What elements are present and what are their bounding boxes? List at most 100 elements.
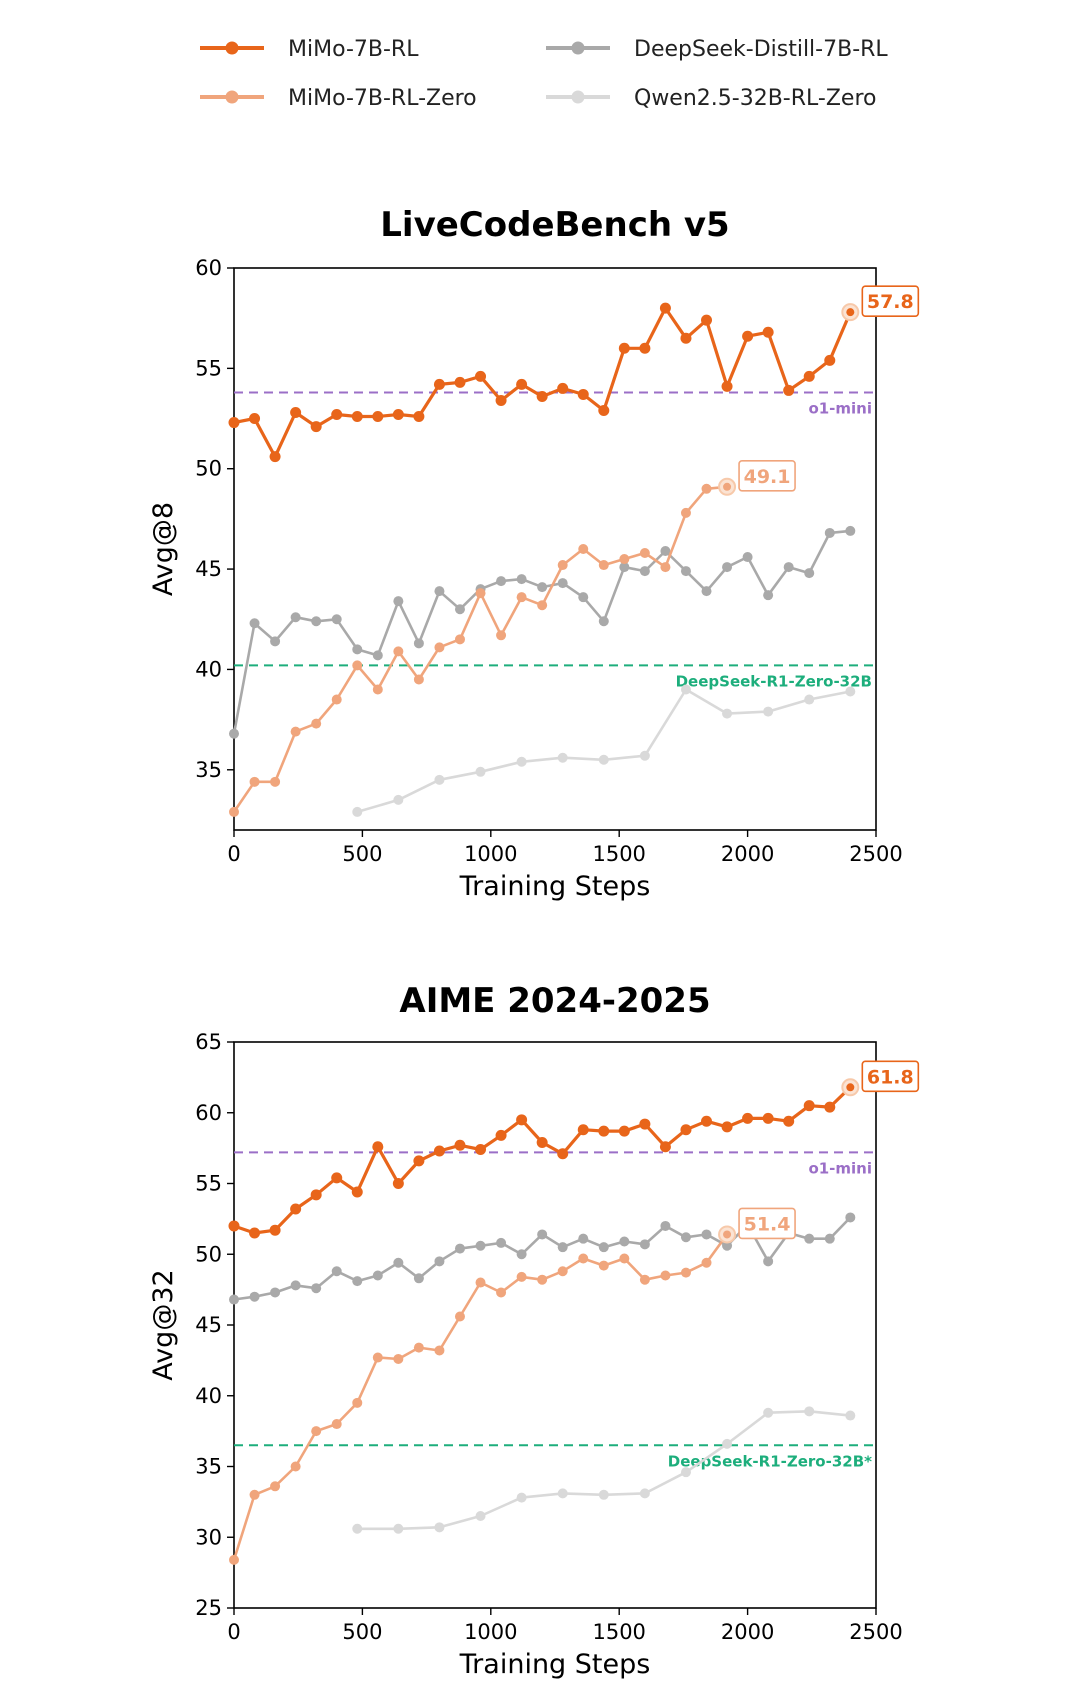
- data-point: [680, 1267, 691, 1278]
- y-tick-label: 55: [195, 356, 222, 380]
- data-point: [516, 1492, 527, 1503]
- data-point: [331, 409, 343, 421]
- data-point: [516, 574, 527, 585]
- data-point: [434, 586, 445, 597]
- chart-aime: AIME 2024-2025 0 500 1000 1500 2000 2500 25 30 35…: [148, 981, 920, 1680]
- data-point: [722, 708, 733, 719]
- data-point: [413, 638, 424, 649]
- data-point: [352, 1397, 363, 1408]
- data-point: [290, 1203, 302, 1215]
- data-point: [434, 1256, 445, 1267]
- data-point: [434, 1522, 445, 1533]
- data-point: [496, 576, 507, 587]
- data-point: [229, 1294, 239, 1305]
- data-point: [845, 525, 856, 536]
- data-point: [290, 1461, 301, 1472]
- series-mimo-7b-rl: [228, 302, 856, 463]
- data-point: [578, 592, 589, 603]
- x-axis-label: Training Steps: [459, 871, 651, 902]
- y-tick-label: 45: [195, 557, 222, 581]
- data-point: [619, 1236, 630, 1247]
- data-point: [680, 1467, 691, 1478]
- y-tick-label: 60: [195, 1101, 222, 1125]
- annotation-mimo-7b-rl-zero: 49.1: [718, 459, 796, 496]
- data-point: [577, 1124, 589, 1136]
- data-point: [639, 750, 650, 761]
- data-point: [331, 694, 342, 705]
- data-point: [578, 544, 589, 554]
- data-point: [619, 554, 630, 565]
- data-point: [783, 384, 795, 396]
- data-point: [372, 411, 384, 423]
- data-point: [516, 1271, 527, 1282]
- x-tick-label: 2000: [721, 1620, 774, 1644]
- data-point: [660, 562, 671, 573]
- data-point: [516, 378, 528, 390]
- plot-frame: [233, 1041, 877, 1609]
- data-point: [454, 604, 465, 615]
- legend-item-mimo-7b-rl-zero: MiMo-7B-RL-Zero: [200, 86, 477, 111]
- data-point: [701, 1257, 712, 1268]
- data-point: [557, 1266, 568, 1277]
- data-point: [352, 644, 363, 655]
- x-tick-label: 1500: [592, 842, 645, 866]
- y-tick-label: 30: [195, 1525, 222, 1549]
- data-point: [413, 674, 424, 685]
- x-tick-label: 500: [342, 842, 382, 866]
- data-point: [803, 370, 815, 382]
- data-point: [249, 618, 260, 629]
- data-point: [804, 1406, 815, 1417]
- x-tick-label: 0: [227, 842, 240, 866]
- data-point: [475, 1511, 486, 1522]
- highlight-point-core: [846, 308, 855, 317]
- data-point: [639, 548, 650, 559]
- data-point: [721, 380, 733, 392]
- data-point: [413, 1155, 425, 1167]
- data-point: [804, 568, 815, 579]
- data-point: [824, 1101, 836, 1113]
- x-tick-label: 1000: [464, 842, 517, 866]
- y-axis-label: Avg@8: [148, 502, 179, 596]
- data-point: [557, 578, 568, 589]
- data-point: [639, 1488, 650, 1499]
- data-point: [413, 411, 425, 423]
- data-point: [537, 1274, 548, 1285]
- data-point: [270, 1287, 281, 1298]
- value-label-box: [738, 1207, 796, 1240]
- series-line: [232, 485, 728, 813]
- legend-marker: [225, 90, 239, 104]
- data-point: [454, 1139, 466, 1151]
- series-mimo-7b-rl-zero: [229, 1229, 733, 1565]
- data-point: [804, 694, 815, 705]
- series-qwen2-5-32b-rl-zero: [352, 1406, 856, 1534]
- data-point: [331, 1419, 342, 1430]
- chart-livecodebench: LiveCodeBench v5 0 500 1000 1500 2000 2500 35 40…: [148, 205, 920, 902]
- y-tick-label: 25: [195, 1596, 222, 1620]
- data-point: [496, 1237, 507, 1248]
- legend-item-qwen2-5-32b-rl-zero: Qwen2.5-32B-RL-Zero: [546, 86, 876, 111]
- legend-label: Qwen2.5-32B-RL-Zero: [634, 86, 876, 111]
- data-point: [413, 1273, 424, 1284]
- x-tick-label: 2500: [849, 842, 902, 866]
- legend-label: DeepSeek-Distill-7B-RL: [634, 37, 888, 62]
- data-point: [229, 806, 239, 817]
- y-tick-label: 35: [195, 1455, 222, 1479]
- data-point: [372, 1352, 383, 1363]
- data-point: [639, 566, 650, 577]
- data-point: [228, 417, 240, 429]
- highlight-point-core: [723, 482, 732, 491]
- data-point: [434, 642, 445, 653]
- data-point: [270, 636, 281, 647]
- data-point: [393, 596, 404, 607]
- data-point: [660, 1270, 671, 1281]
- data-point: [701, 1229, 712, 1240]
- data-point: [824, 1233, 835, 1244]
- reference-label-o1-mini: o1-mini: [808, 1159, 872, 1177]
- data-point: [454, 376, 466, 388]
- y-tick-label: 50: [195, 1242, 222, 1266]
- data-point: [475, 588, 486, 599]
- x-axis-label: Training Steps: [459, 1649, 651, 1680]
- series-qwen2-5-32b-rl-zero: [352, 684, 856, 817]
- data-point: [557, 382, 569, 394]
- data-point: [557, 1488, 568, 1499]
